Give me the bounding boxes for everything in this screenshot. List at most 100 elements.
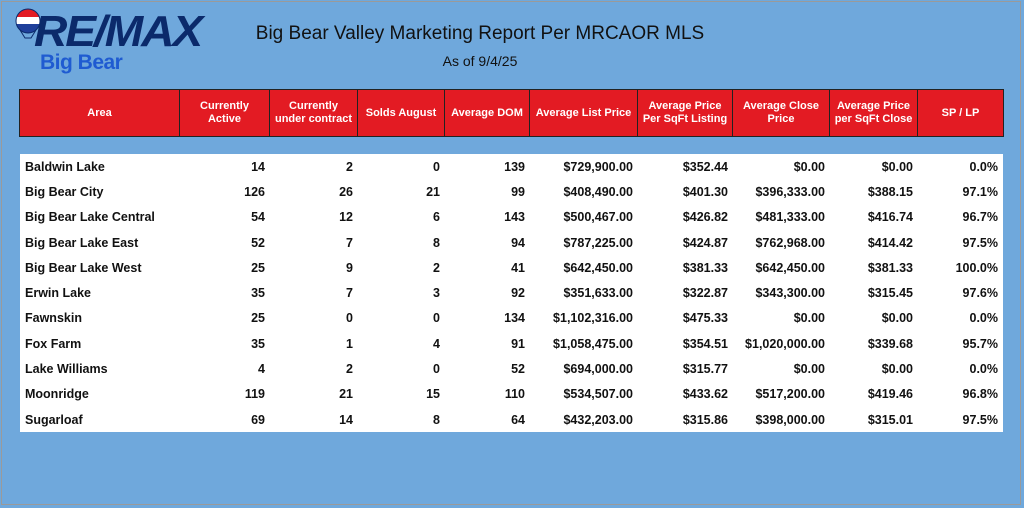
table-cell: 97.6% (962, 286, 998, 301)
table-cell: $1,020,000.00 (745, 336, 825, 351)
table-cell: 2 (346, 362, 353, 377)
table-cell: $396,333.00 (755, 184, 825, 199)
area-name-cell: Big Bear City (25, 184, 104, 199)
table-cell: 126 (244, 184, 265, 199)
table-cell: $424.87 (682, 235, 728, 250)
table-cell: 0.0% (969, 159, 999, 174)
table-cell: $0.00 (793, 362, 825, 377)
table-cell: $0.00 (881, 311, 913, 326)
table-row: Lake Williams 4 2 0 52 $694,000.00 $315.77 $0.0… (20, 356, 1003, 381)
table-cell: 6 (433, 210, 440, 225)
table-header: Area Currently Active Currently under co… (19, 89, 1004, 137)
area-name-cell: Big Bear Lake Central (25, 210, 155, 225)
column-header: Average List Price (530, 90, 638, 136)
table-cell: $517,200.00 (755, 387, 825, 402)
table-cell: 139 (504, 159, 525, 174)
table-cell: 41 (511, 260, 525, 275)
table-cell: 4 (433, 336, 440, 351)
table-cell: $322.87 (682, 286, 728, 301)
table-cell: $388.15 (867, 184, 913, 199)
column-header: Average Close Price (733, 90, 830, 136)
table-cell: 35 (251, 336, 265, 351)
table-cell: 52 (251, 235, 265, 250)
table-cell: 97.5% (962, 235, 998, 250)
area-name-cell: Sugarloaf (25, 412, 83, 427)
table-row: Sugarloaf 69 14 8 64 $432,203.00 $315.86 $398,0… (20, 407, 1003, 432)
table-cell: 97.1% (962, 184, 998, 199)
area-name-cell: Moonridge (25, 387, 89, 402)
report-title: Big Bear Valley Marketing Report Per MRC… (255, 23, 705, 44)
table-cell: $475.33 (682, 311, 728, 326)
table-cell: $0.00 (793, 159, 825, 174)
table-row: Fawnskin 25 0 0 134 $1,102,316.00 $475.33 $0.00… (20, 306, 1003, 331)
table-cell: $0.00 (881, 159, 913, 174)
table-cell: 96.7% (962, 210, 998, 225)
area-name-cell: Erwin Lake (25, 286, 91, 301)
table-cell: $343,300.00 (755, 286, 825, 301)
table-cell: $351,633.00 (563, 286, 633, 301)
table-cell: 96.8% (962, 387, 998, 402)
table-cell: $642,450.00 (755, 260, 825, 275)
table-cell: $0.00 (793, 311, 825, 326)
table-cell: 26 (339, 184, 353, 199)
table-cell: $408,490.00 (563, 184, 633, 199)
table-cell: 12 (339, 210, 353, 225)
table-cell: 94 (511, 235, 525, 250)
table-cell: $762,968.00 (755, 235, 825, 250)
table-cell: $729,900.00 (563, 159, 633, 174)
table-cell: 110 (504, 387, 525, 402)
column-header: Average Price per SqFt Close (830, 90, 918, 136)
area-name-cell: Fawnskin (25, 311, 82, 326)
table-cell: 1 (346, 336, 353, 351)
table-row: Big Bear City 126 26 21 99 $408,490.00 $401.30… (20, 179, 1003, 204)
table-cell: 14 (251, 159, 265, 174)
table-cell: $381.33 (682, 260, 728, 275)
column-header: Currently Active (180, 90, 270, 136)
table-cell: $642,450.00 (563, 260, 633, 275)
table-cell: 21 (426, 184, 440, 199)
table-cell: 7 (346, 286, 353, 301)
table-cell: $433.62 (682, 387, 728, 402)
table-cell: $381.33 (867, 260, 913, 275)
table-cell: $694,000.00 (563, 362, 633, 377)
table-row: Big Bear Lake West 25 9 2 41 $642,450.00 $381.… (20, 255, 1003, 280)
table-cell: $1,102,316.00 (553, 311, 633, 326)
table-cell: 3 (433, 286, 440, 301)
table-cell: 0 (433, 311, 440, 326)
table-cell: 92 (511, 286, 525, 301)
table-cell: $787,225.00 (563, 235, 633, 250)
table-cell: 97.5% (962, 412, 998, 427)
table-cell: 8 (433, 412, 440, 427)
table-cell: 100.0% (955, 260, 998, 275)
table-cell: 21 (339, 387, 353, 402)
area-name-cell: Baldwin Lake (25, 159, 105, 174)
table-cell: $398,000.00 (755, 412, 825, 427)
column-header: Average Price Per SqFt Listing (638, 90, 733, 136)
table-cell: $500,467.00 (563, 210, 633, 225)
table-cell: 95.7% (962, 336, 998, 351)
area-name-cell: Big Bear Lake East (25, 235, 139, 250)
table-cell: $339.68 (867, 336, 913, 351)
table-cell: $354.51 (682, 336, 728, 351)
table-cell: 0 (433, 362, 440, 377)
table-cell: 4 (258, 362, 265, 377)
table-cell: $315.86 (682, 412, 728, 427)
table-cell: $432,203.00 (563, 412, 633, 427)
area-name-cell: Fox Farm (25, 336, 82, 351)
table-row: Big Bear Lake East 52 7 8 94 $787,225.00 $424.… (20, 230, 1003, 255)
table-cell: 7 (346, 235, 353, 250)
table-cell: $315.01 (867, 412, 913, 427)
table-cell: 99 (511, 184, 525, 199)
report-date: As of 9/4/25 (442, 53, 518, 69)
table-row: Baldwin Lake 14 2 0 139 $729,900.00 $352.44 $0.… (20, 154, 1003, 179)
table-cell: 2 (433, 260, 440, 275)
area-name-cell: Lake Williams (25, 362, 108, 377)
table-cell: 0 (433, 159, 440, 174)
table-cell: 119 (244, 387, 265, 402)
table-cell: 15 (426, 387, 440, 402)
column-header: Currently under contract (270, 90, 358, 136)
table-cell: $419.46 (867, 387, 913, 402)
logo-wordmark: RE/MAX (34, 7, 203, 56)
table-cell: $352.44 (682, 159, 728, 174)
